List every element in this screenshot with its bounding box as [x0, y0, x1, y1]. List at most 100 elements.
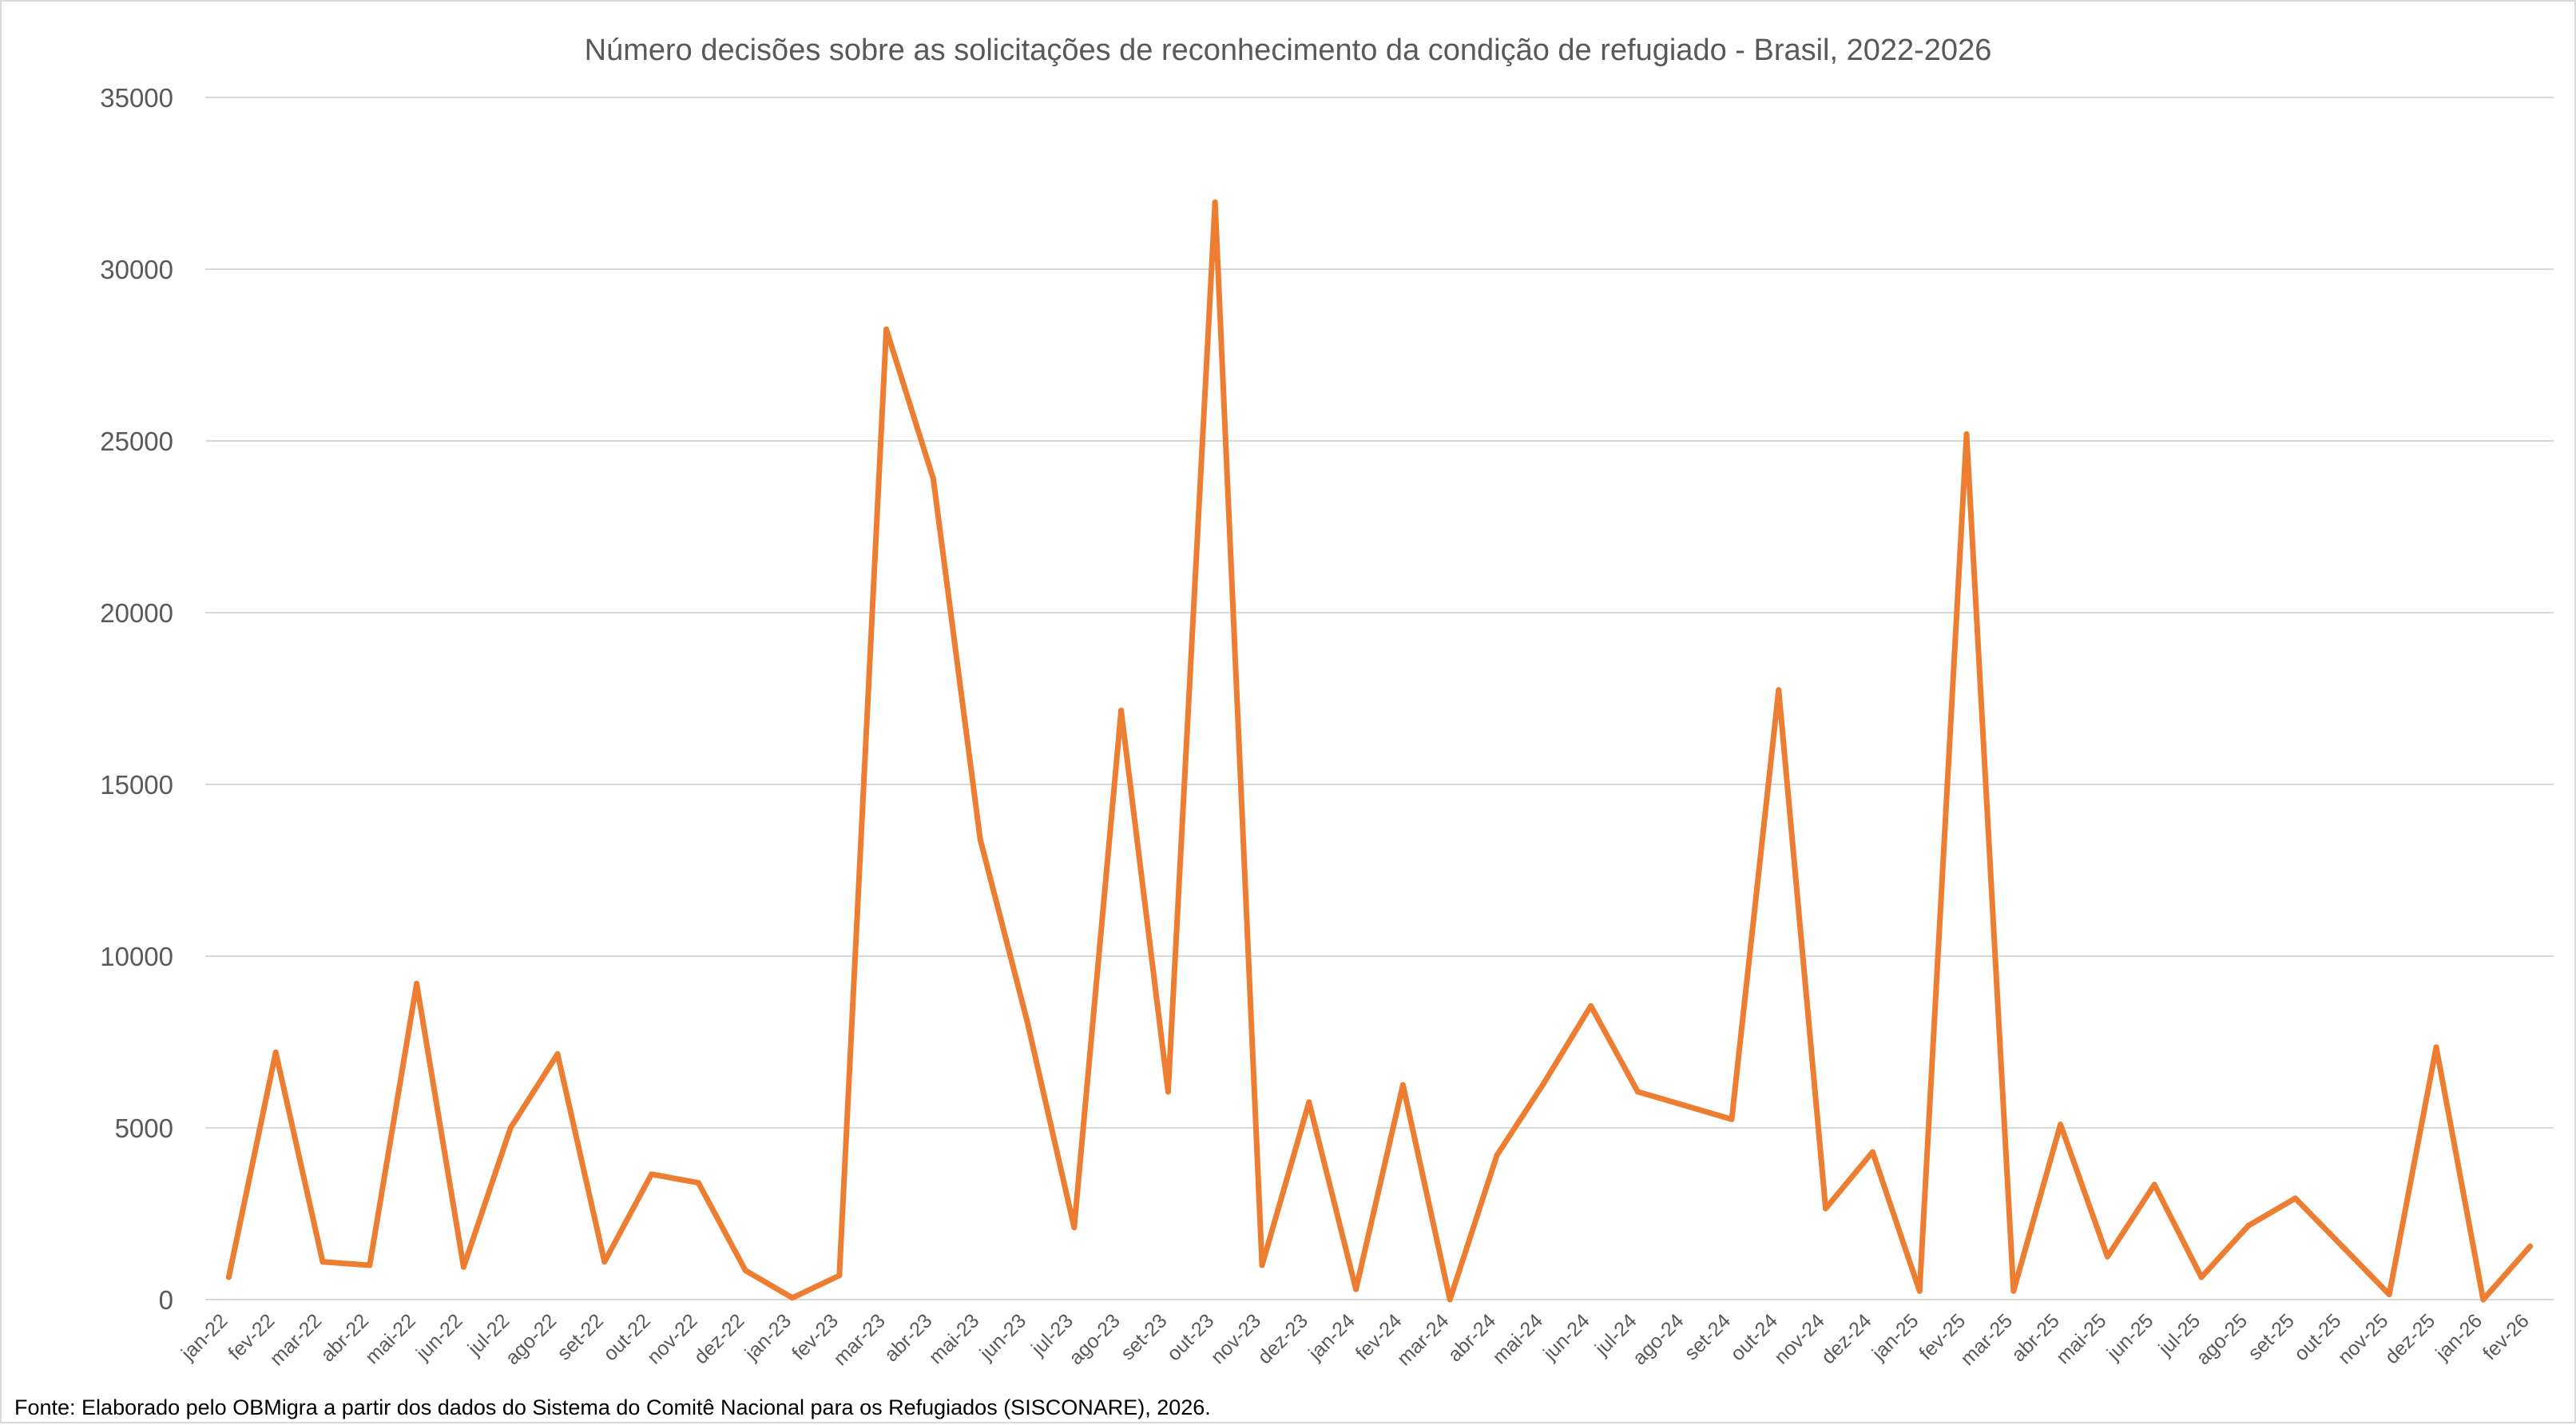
data-point: [2198, 1274, 2205, 1280]
data-point: [507, 1125, 514, 1131]
x-tick-label: jun-24: [1538, 1309, 1594, 1365]
x-tick-label: jan-24: [1304, 1309, 1359, 1365]
x-tick-label: abr-22: [316, 1309, 373, 1366]
data-point: [1399, 1082, 1406, 1088]
x-tick-label: nov-22: [643, 1309, 702, 1368]
series-line: [225, 199, 2534, 1303]
gridlines: [205, 97, 2554, 1300]
y-tick-label: 30000: [100, 255, 173, 284]
data-point: [1447, 1296, 1453, 1303]
chart-title: Número decisões sobre as solicitações de…: [584, 34, 1992, 67]
data-point: [789, 1295, 796, 1301]
x-tick-label: jun-23: [975, 1309, 1031, 1365]
x-tick-label: mar-23: [829, 1309, 890, 1370]
x-tick-label: abr-24: [1443, 1309, 1500, 1366]
data-point: [460, 1264, 466, 1270]
data-point: [1823, 1205, 1829, 1212]
data-point: [1071, 1225, 1078, 1231]
x-tick-label: mar-22: [265, 1309, 326, 1370]
y-axis-ticks: 0 5000 10000 15000 20000 25000 30000 35000: [100, 83, 173, 1315]
data-point: [649, 1171, 655, 1177]
x-tick-label: mar-24: [1393, 1309, 1454, 1370]
x-tick-label: fev-26: [2479, 1309, 2534, 1364]
x-tick-label: abr-23: [880, 1309, 937, 1366]
x-tick-label: dez-24: [1817, 1309, 1876, 1368]
x-tick-label: nov-25: [2334, 1309, 2393, 1368]
x-tick-label: jan-25: [1868, 1309, 1923, 1365]
x-tick-label: jan-26: [2431, 1309, 2487, 1365]
x-tick-label: dez-23: [1253, 1309, 1312, 1368]
x-tick-label: set-24: [1680, 1309, 1735, 1364]
data-point: [272, 1049, 279, 1055]
x-tick-label: nov-24: [1770, 1309, 1829, 1368]
data-point: [1776, 687, 1782, 693]
y-tick-label: 15000: [100, 770, 173, 800]
x-tick-label: ago-24: [1629, 1309, 1689, 1369]
data-point: [1963, 431, 1970, 437]
data-point: [2386, 1292, 2392, 1298]
data-point: [695, 1180, 701, 1186]
x-tick-label: mai-25: [2052, 1309, 2111, 1368]
x-tick-label: jan-23: [740, 1309, 796, 1365]
x-tick-label: mar-25: [1956, 1309, 2017, 1370]
data-point: [1634, 1089, 1641, 1095]
data-point: [320, 1259, 326, 1265]
y-tick-label: 5000: [115, 1113, 173, 1143]
data-point: [1494, 1152, 1500, 1158]
y-tick-label: 20000: [100, 598, 173, 628]
data-point: [1306, 1099, 1312, 1105]
y-tick-label: 25000: [100, 427, 173, 456]
x-tick-label: abr-25: [2007, 1309, 2064, 1366]
x-tick-label: set-25: [2244, 1309, 2299, 1364]
data-point: [367, 1262, 373, 1268]
data-point: [225, 1274, 232, 1280]
data-point: [2010, 1288, 2017, 1294]
data-point: [1118, 708, 1125, 714]
data-point: [1353, 1286, 1359, 1292]
y-tick-label: 0: [159, 1285, 173, 1315]
data-point: [930, 475, 936, 482]
x-tick-label: ago-25: [2192, 1309, 2252, 1369]
data-point: [2480, 1296, 2487, 1303]
x-tick-label: set-23: [1117, 1309, 1172, 1364]
x-tick-label: ago-23: [1065, 1309, 1125, 1369]
data-point: [1212, 199, 1218, 205]
data-point: [2527, 1243, 2534, 1249]
data-point: [1541, 1080, 1547, 1086]
data-point: [836, 1272, 843, 1279]
data-point: [1729, 1116, 1735, 1122]
data-point: [2292, 1195, 2299, 1201]
data-point: [2245, 1223, 2252, 1229]
data-point: [1165, 1089, 1171, 1095]
data-point: [1916, 1288, 1923, 1294]
x-axis-ticks: jan-22fev-22mar-22abr-22mai-22jun-22jul-…: [177, 1309, 2534, 1370]
series-layer: [225, 199, 2534, 1303]
source-note: Fonte: Elaborado pelo OBMigra a partir d…: [14, 1395, 1211, 1419]
data-point: [1869, 1149, 1875, 1155]
x-tick-label: jan-22: [177, 1309, 232, 1365]
data-point: [883, 326, 890, 332]
x-tick-label: dez-25: [2380, 1309, 2439, 1368]
y-tick-label: 35000: [100, 83, 173, 113]
data-point: [2104, 1253, 2110, 1260]
data-point: [2151, 1181, 2157, 1188]
data-point: [554, 1051, 561, 1058]
x-tick-label: mai-24: [1488, 1309, 1547, 1368]
x-tick-label: nov-23: [1206, 1309, 1265, 1368]
data-point: [601, 1259, 608, 1265]
data-point: [1259, 1262, 1265, 1268]
data-point: [1024, 1018, 1030, 1025]
data-point: [2433, 1044, 2439, 1050]
x-tick-label: jun-25: [2102, 1309, 2158, 1365]
data-point: [1588, 1002, 1594, 1009]
x-tick-label: ago-22: [501, 1309, 561, 1369]
x-tick-label: jun-22: [411, 1309, 467, 1365]
x-tick-label: mai-23: [925, 1309, 984, 1368]
x-tick-label: set-22: [553, 1309, 608, 1364]
x-tick-label: dez-22: [690, 1309, 749, 1368]
x-tick-label: mai-22: [361, 1309, 420, 1368]
data-point: [1681, 1102, 1688, 1109]
data-point: [977, 836, 983, 843]
